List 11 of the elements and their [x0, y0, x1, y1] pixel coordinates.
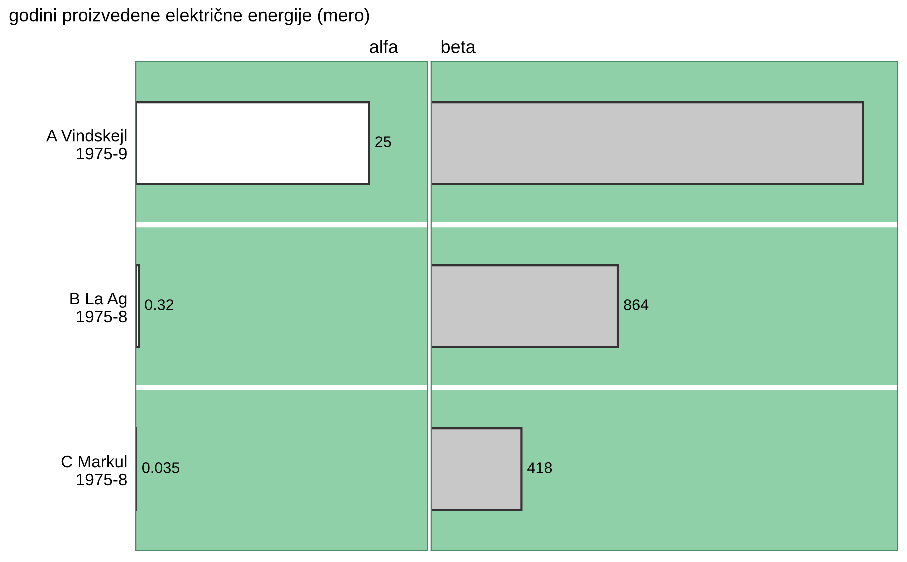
text: godini proizvedene električne energije (mero) — [10, 8, 370, 26]
y-tick-label: A Vindskejl 1975-9 — [46, 130, 127, 160]
y-tick-label: B La Ag 1975-8 — [70, 293, 127, 323]
data-label: 418 — [528, 462, 552, 474]
data-label: 0.035 — [142, 462, 180, 474]
chart-title: alfa — [370, 40, 398, 54]
y-tick-label: C Markul 1975-8 — [62, 455, 127, 486]
data-label: 25 — [376, 136, 392, 148]
data-label: 864 — [624, 300, 649, 310]
chart-title: beta — [442, 40, 476, 54]
data-label: 0.32 — [145, 300, 174, 310]
